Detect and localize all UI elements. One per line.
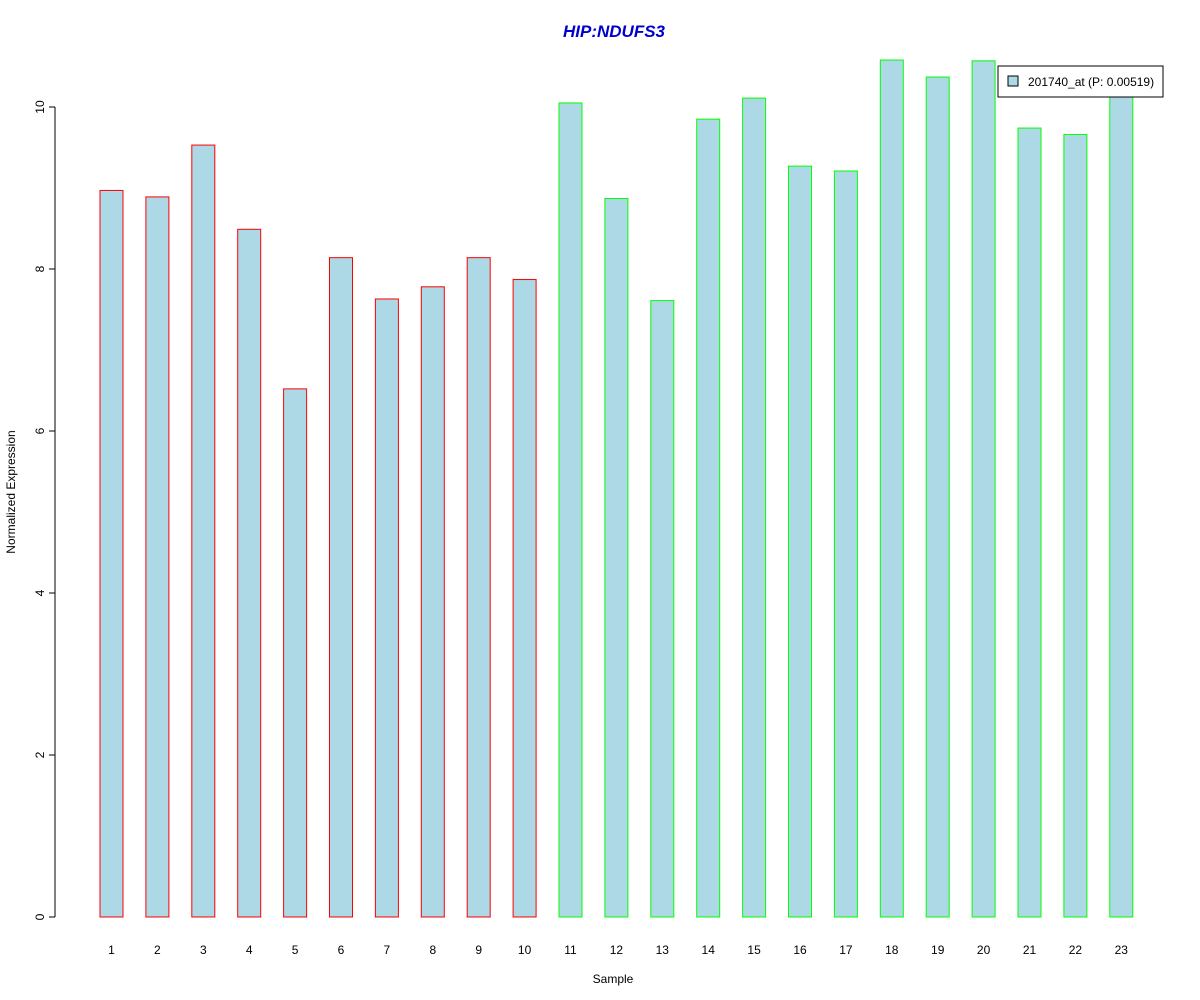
- bar: [466, 257, 491, 918]
- bar: [191, 144, 216, 918]
- x-tick-labels: 1 2 3 4 5 6 7 8 9 10 11 12 13 14 15 16 17 18 19 20 21 22 23: [108, 943, 1128, 957]
- x-tick-label: 13: [656, 943, 670, 957]
- bar: [742, 97, 767, 918]
- x-tick-label: 11: [564, 943, 577, 957]
- bar: [145, 196, 170, 918]
- bar: [971, 60, 996, 918]
- x-tick-label: 17: [839, 943, 853, 957]
- y-axis: 0 2 4 6 8 10: [33, 100, 56, 920]
- y-axis-label: Normalized Expression: [4, 430, 18, 553]
- bar: [283, 388, 308, 918]
- legend: 201740_at (P: 0.00519): [997, 65, 1164, 98]
- y-tick-label: 8: [33, 265, 47, 272]
- x-tick-label: 18: [885, 943, 899, 957]
- legend-label: 201740_at (P: 0.00519): [1028, 75, 1154, 89]
- legend-swatch: [1007, 75, 1019, 87]
- bar: [237, 228, 262, 918]
- bar: [374, 298, 399, 918]
- x-axis-label: Sample: [593, 972, 634, 986]
- bar: [650, 300, 675, 918]
- bar: [1063, 134, 1088, 918]
- x-tick-label: 14: [702, 943, 716, 957]
- x-tick-label: 23: [1115, 943, 1129, 957]
- bar: [696, 118, 721, 918]
- bar: [329, 257, 353, 918]
- x-tick-label: 6: [338, 943, 345, 957]
- x-tick-label: 21: [1023, 943, 1037, 957]
- bar: [1109, 94, 1134, 918]
- y-tick-label: 2: [33, 751, 47, 758]
- x-tick-label: 8: [429, 943, 436, 957]
- bar: [99, 189, 124, 918]
- bar: [604, 198, 629, 918]
- y-tick-label: 6: [33, 427, 47, 434]
- x-tick-label: 2: [154, 943, 161, 957]
- x-tick-label: 4: [246, 943, 253, 957]
- bar: [420, 286, 445, 918]
- x-tick-label: 1: [108, 943, 115, 957]
- bar: [512, 279, 537, 918]
- legend-box: [997, 65, 1164, 98]
- bar: [833, 170, 858, 918]
- x-tick-label: 5: [292, 943, 299, 957]
- bar: [558, 102, 583, 918]
- y-tick-label: 4: [33, 589, 47, 596]
- x-tick-label: 16: [793, 943, 807, 957]
- y-tick-label: 0: [33, 913, 47, 920]
- x-tick-label: 20: [977, 943, 991, 957]
- x-tick-label: 19: [931, 943, 945, 957]
- x-tick-label: 15: [747, 943, 761, 957]
- bars: [99, 59, 1134, 918]
- x-tick-label: 10: [518, 943, 532, 957]
- x-tick-label: 3: [200, 943, 207, 957]
- x-tick-label: 9: [475, 943, 482, 957]
- bar: [1017, 127, 1042, 918]
- x-tick-label: 22: [1069, 943, 1083, 957]
- x-tick-label: 7: [384, 943, 391, 957]
- y-tick-label: 10: [33, 100, 47, 114]
- chart-title: HIP:NDUFS3: [563, 22, 666, 41]
- bar: [788, 165, 812, 918]
- bar: [925, 76, 950, 918]
- x-tick-label: 12: [610, 943, 624, 957]
- bar: [879, 59, 904, 918]
